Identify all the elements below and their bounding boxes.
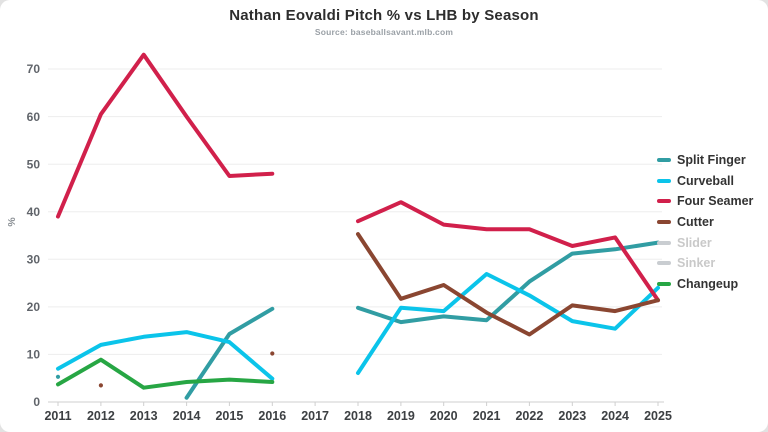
legend-item-curveball[interactable]: Curveball bbox=[657, 171, 753, 192]
y-tick-label: 70 bbox=[27, 62, 41, 76]
chart-title: Nathan Eovaldi Pitch % vs LHB by Season bbox=[229, 7, 539, 24]
y-tick-label: 10 bbox=[27, 348, 41, 362]
x-tick-label: 2013 bbox=[130, 409, 158, 423]
series-line-four-seamer[interactable] bbox=[56, 52, 275, 219]
legend-item-label: Four Seamer bbox=[677, 194, 754, 209]
series-line-changeup[interactable] bbox=[56, 357, 275, 390]
y-tick-label: 50 bbox=[27, 157, 41, 171]
legend-item-changeup[interactable]: Changeup bbox=[657, 274, 753, 295]
series-point-split-finger[interactable] bbox=[55, 374, 61, 379]
legend-swatch bbox=[657, 281, 671, 286]
y-tick-label: 30 bbox=[27, 253, 41, 267]
legend-item-label: Split Finger bbox=[677, 153, 746, 168]
x-tick-label: 2015 bbox=[215, 409, 243, 423]
legend-item-label: Slider bbox=[677, 235, 712, 250]
legend-item-cutter[interactable]: Cutter bbox=[657, 212, 753, 233]
legend-item-sinker[interactable]: Sinker bbox=[657, 253, 753, 274]
series-point-cutter[interactable] bbox=[270, 351, 275, 356]
y-tick-label: 20 bbox=[27, 300, 41, 314]
x-tick-label: 2019 bbox=[387, 409, 415, 423]
legend-item-label: Curveball bbox=[677, 173, 734, 188]
series-line-split-finger[interactable] bbox=[356, 240, 660, 325]
legend-swatch bbox=[657, 158, 671, 163]
x-tick-label: 2011 bbox=[44, 409, 71, 423]
x-tick-label: 2012 bbox=[87, 409, 115, 423]
y-tick-label: 0 bbox=[33, 395, 40, 409]
legend-swatch bbox=[657, 261, 671, 266]
legend-swatch bbox=[657, 178, 671, 183]
series-line-split-finger[interactable] bbox=[184, 306, 275, 400]
x-tick-label: 2025 bbox=[644, 409, 672, 423]
legend-swatch bbox=[657, 220, 671, 225]
x-tick-label: 2014 bbox=[173, 409, 201, 423]
x-tick-label: 2021 bbox=[473, 409, 501, 423]
x-tick-label: 2024 bbox=[601, 409, 629, 423]
legend-item-label: Changeup bbox=[677, 276, 739, 291]
legend-swatch bbox=[657, 240, 671, 245]
legend-item-label: Cutter bbox=[677, 215, 714, 230]
y-tick-label: 60 bbox=[27, 110, 41, 124]
series-point-cutter[interactable] bbox=[98, 383, 103, 388]
x-tick-label: 2018 bbox=[344, 409, 372, 423]
x-tick-label: 2022 bbox=[515, 409, 543, 423]
x-tick-label: 2016 bbox=[258, 409, 286, 423]
y-axis-title: % bbox=[6, 217, 18, 227]
series-line-four-seamer[interactable] bbox=[356, 200, 660, 303]
legend-item-slider[interactable]: Slider bbox=[657, 232, 753, 253]
legend: Split Finger Curveball Four Seamer Cutte… bbox=[657, 150, 753, 294]
legend-swatch bbox=[657, 199, 671, 204]
series-line-curveball[interactable] bbox=[56, 330, 275, 381]
y-tick-label: 40 bbox=[27, 205, 41, 219]
chart-subtitle: Source: baseballsavant.mlb.com bbox=[314, 27, 454, 37]
x-tick-label: 2020 bbox=[430, 409, 458, 423]
series-line-cutter[interactable] bbox=[356, 232, 660, 337]
x-tick-label: 2023 bbox=[558, 409, 586, 423]
series-line-curveball[interactable] bbox=[356, 272, 660, 375]
legend-item-split-finger[interactable]: Split Finger bbox=[657, 150, 753, 171]
legend-item-label: Sinker bbox=[677, 256, 716, 271]
x-tick-label: 2017 bbox=[301, 409, 329, 423]
legend-item-four-seamer[interactable]: Four Seamer bbox=[657, 191, 753, 212]
